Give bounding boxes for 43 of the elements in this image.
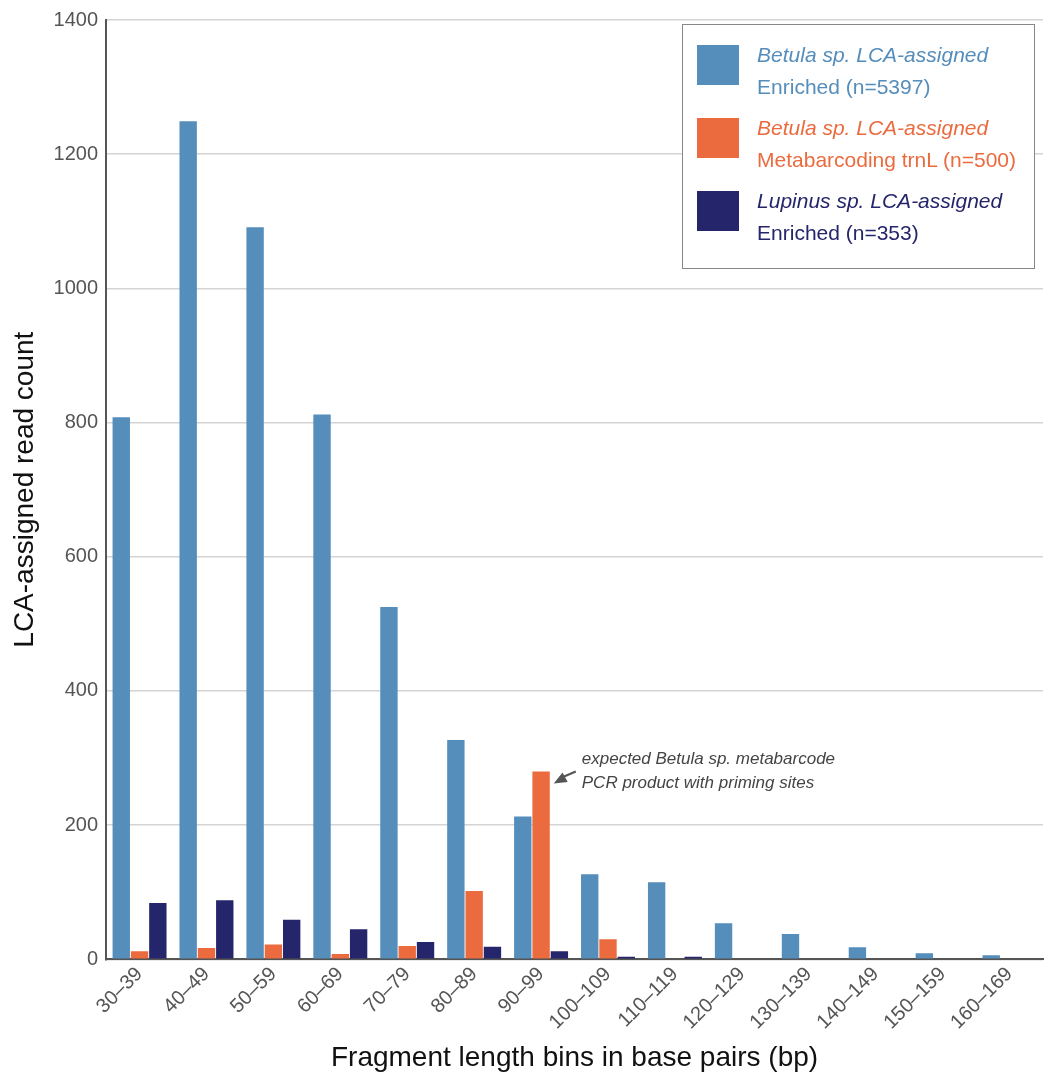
bar xyxy=(112,417,130,959)
annotation: expected Betula sp. metabarcode PCR product with priming sites xyxy=(581,749,836,793)
legend-label: Betula sp. LCA-assigned Metabarcoding trnL (n=500) xyxy=(757,115,1016,173)
bar xyxy=(197,947,216,959)
legend-label: Lupinus sp. LCA-assigned Enriched (n=353) xyxy=(757,188,1003,246)
x-axis-title: Fragment length bins in base pairs (bp) xyxy=(330,1040,819,1072)
bar xyxy=(246,227,264,959)
bar xyxy=(581,874,599,959)
y-tick-label: 800 xyxy=(64,410,99,433)
bar xyxy=(915,953,934,959)
bar xyxy=(416,941,435,959)
bar xyxy=(781,933,800,959)
legend-label: Betula sp. LCA-assigned Enriched (n=5397) xyxy=(757,42,989,100)
y-tick-label: 0 xyxy=(86,946,99,969)
bar xyxy=(264,944,283,959)
bar xyxy=(349,929,368,959)
y-axis-title: LCA-assigned read count xyxy=(7,331,39,648)
bar xyxy=(647,882,666,959)
y-tick-label: 200 xyxy=(64,812,99,835)
bar xyxy=(465,890,483,959)
bar xyxy=(447,739,465,959)
bar xyxy=(982,955,1000,959)
bar xyxy=(398,945,416,959)
bar xyxy=(130,951,149,959)
bar xyxy=(331,954,350,959)
bar xyxy=(179,121,197,959)
bar xyxy=(313,414,331,959)
bar xyxy=(216,900,234,959)
y-tick-label: 1200 xyxy=(53,141,99,164)
bar xyxy=(599,939,617,959)
bar xyxy=(483,946,502,959)
bar xyxy=(283,919,301,959)
y-tick-label: 1400 xyxy=(53,7,99,30)
y-tick-label: 600 xyxy=(64,544,99,567)
bar xyxy=(149,903,167,959)
y-tick-label: 400 xyxy=(64,678,99,701)
bar xyxy=(380,607,398,959)
bar xyxy=(848,947,867,959)
bar xyxy=(532,771,550,959)
bar xyxy=(714,923,733,959)
y-tick-label: 1000 xyxy=(53,275,99,298)
bar xyxy=(514,816,532,959)
bar xyxy=(550,951,569,959)
